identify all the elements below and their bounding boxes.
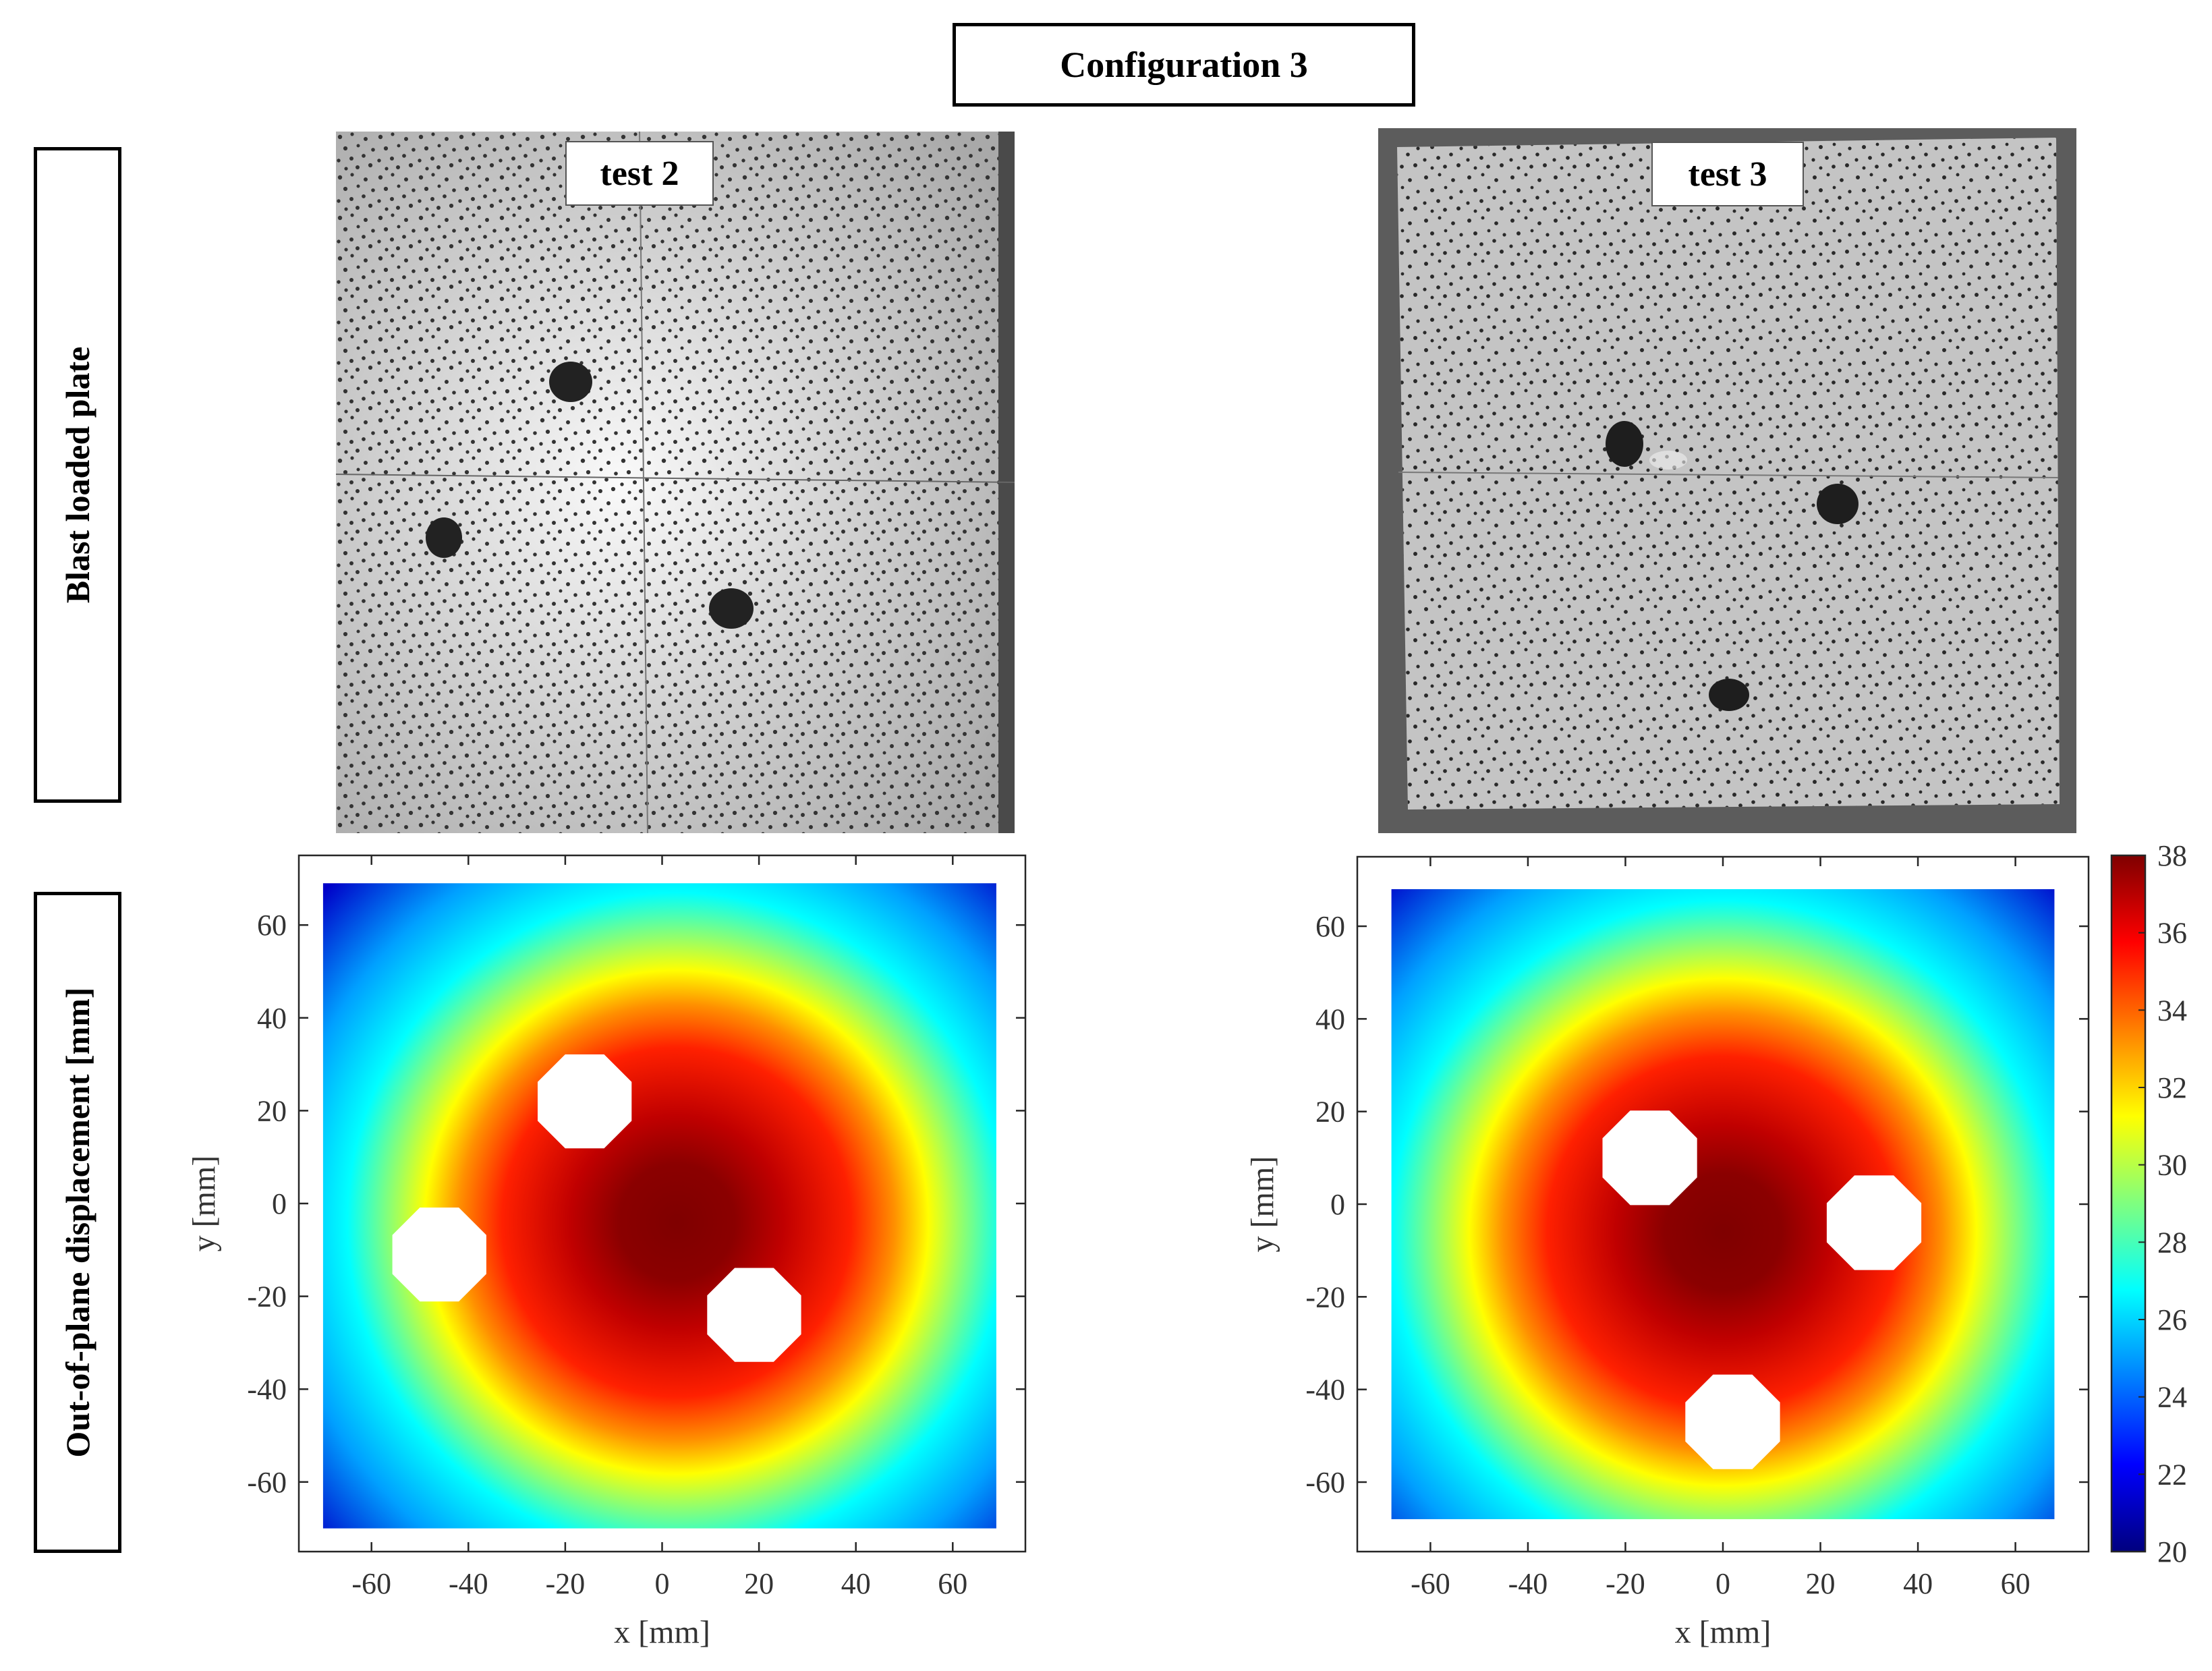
photo-label-test-2: test 2 [565,141,714,206]
displacement-plot-test-2: -60 -40 -20 0 20 40 60 -60 -40 -20 0 20 40 60 x [mm] y … [186,854,1027,1650]
photo-test-2: test 2 [336,132,1015,833]
hole-2 [392,1208,486,1302]
hole-1 [1602,1110,1697,1206]
x-tick-label: -40 [449,1567,488,1600]
x-axis-label: x [mm] [1675,1614,1771,1650]
colorbar-tick-label: 26 [2157,1303,2187,1336]
x-tick-label: 60 [2001,1567,2031,1600]
colorbar-tick-label: 28 [2157,1226,2187,1259]
colorbar-tick-label: 30 [2157,1149,2187,1182]
y-tick-label: 60 [257,909,287,942]
x-tick-label: -60 [1411,1567,1450,1600]
y-tick-label: 20 [257,1094,287,1127]
y-tick-label: -40 [1305,1373,1345,1407]
hole-1 [538,1054,632,1149]
hole-2 [1826,1175,1922,1270]
y-tick-label: 0 [1330,1188,1345,1221]
x-axis-label: x [mm] [614,1614,710,1650]
y-tick-label: 40 [1315,1002,1345,1036]
plate-photo-test-2 [336,132,1015,833]
y-tick-label: -60 [247,1466,287,1499]
x-tick-label: -40 [1508,1567,1548,1600]
photo-label-test-3: test 3 [1651,142,1804,206]
y-axis-label: y [mm] [1245,1156,1280,1253]
y-axis-label: y [mm] [186,1156,222,1252]
x-tick-label: 60 [938,1567,967,1600]
figure-title: Configuration 3 [953,23,1415,107]
colorbar [2110,854,2147,1553]
y-tick-label: -40 [247,1373,287,1406]
y-tick-label: -20 [1305,1280,1345,1313]
x-tick-label: 0 [1715,1567,1730,1600]
hole-3 [707,1268,801,1362]
displacement-field [322,883,996,1529]
hole-3 [1685,1374,1780,1469]
y-tick-label: 20 [1315,1096,1345,1129]
colorbar-tick-label: 38 [2157,839,2187,872]
row-label-box-displacement: Out-of-plane displacement [mm] [34,892,121,1553]
photo-test-3: test 3 [1378,128,2076,833]
row-label-box-photo: Blast loaded plate [34,147,121,803]
x-tick-label: -20 [546,1567,586,1600]
colorbar-tick-label: 32 [2157,1071,2187,1104]
x-tick-label: 0 [655,1567,670,1600]
colorbar-tick-label: 22 [2157,1458,2187,1491]
colorbar-tick-label: 36 [2157,917,2187,950]
plate-photo-test-3 [1378,128,2076,833]
x-tick-label: -20 [1606,1567,1645,1600]
colorbar-tick-label: 34 [2157,994,2187,1027]
x-tick-label: 40 [841,1567,871,1600]
y-tick-label: -20 [247,1280,287,1313]
y-tick-label: 40 [257,1002,287,1035]
y-tick-label: 0 [272,1187,287,1220]
x-tick-label: 40 [1903,1567,1933,1600]
colorbar-tick-label: 24 [2157,1381,2187,1414]
y-tick-label: -60 [1305,1466,1345,1499]
x-tick-label: 20 [1806,1567,1836,1600]
x-tick-label: 20 [744,1567,774,1600]
x-tick-label: -60 [351,1567,391,1600]
colorbar-tick-label: 20 [2157,1535,2187,1568]
y-tick-label: 60 [1315,910,1345,943]
